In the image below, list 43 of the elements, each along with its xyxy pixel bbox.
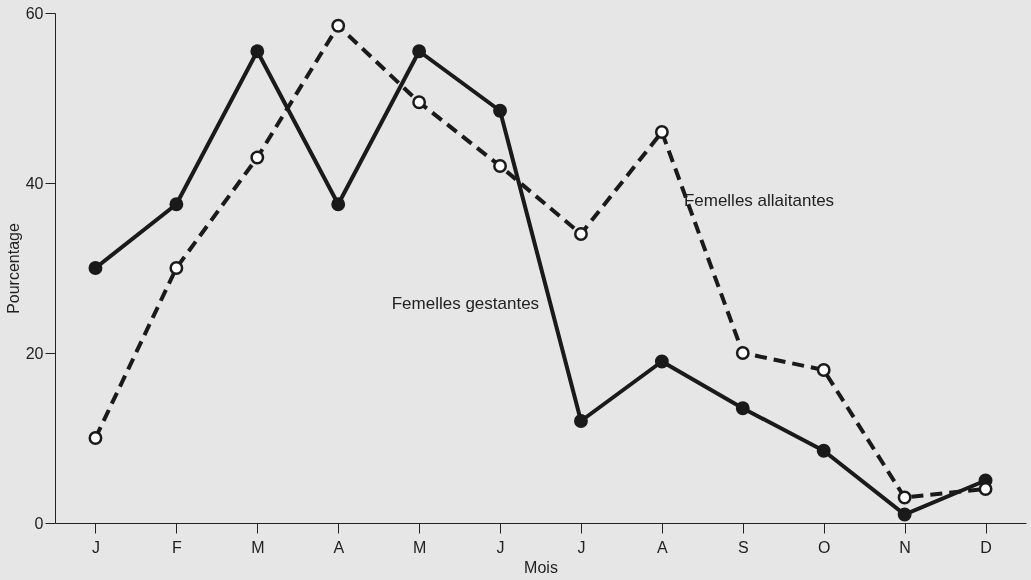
x-tick-label: N bbox=[899, 538, 911, 556]
point bbox=[331, 197, 346, 212]
x-tick-label: A bbox=[657, 538, 669, 556]
point bbox=[978, 482, 993, 496]
point bbox=[816, 443, 831, 458]
point bbox=[654, 354, 669, 369]
point bbox=[250, 150, 265, 165]
x-tick-label: M bbox=[251, 538, 265, 556]
x-tick-label: J bbox=[577, 538, 586, 556]
point bbox=[412, 44, 427, 59]
point bbox=[493, 159, 507, 173]
point bbox=[654, 125, 669, 139]
point bbox=[897, 507, 912, 522]
point bbox=[169, 197, 184, 212]
point bbox=[574, 227, 588, 241]
point bbox=[88, 431, 103, 445]
point bbox=[331, 18, 346, 33]
series-label: Femelles allaitantes bbox=[683, 191, 835, 210]
point bbox=[88, 261, 103, 275]
series-label: Femelles gestantes bbox=[391, 294, 540, 314]
x-tick-label: O bbox=[817, 538, 831, 556]
y-axis-title: Pourcentage bbox=[4, 223, 22, 314]
y-tick-label: 20 bbox=[25, 344, 44, 362]
x-tick-label: A bbox=[333, 538, 345, 556]
x-tick-label: D bbox=[980, 538, 992, 556]
point bbox=[735, 401, 750, 416]
x-axis-title: Mois bbox=[524, 558, 558, 576]
x-tick-label: J bbox=[496, 538, 505, 556]
point bbox=[816, 363, 831, 377]
y-tick-label: 40 bbox=[25, 174, 44, 192]
point bbox=[412, 95, 427, 110]
point bbox=[574, 414, 588, 428]
point bbox=[169, 261, 184, 275]
point bbox=[250, 44, 265, 59]
point bbox=[897, 490, 912, 505]
x-tick-label: M bbox=[412, 538, 427, 556]
point bbox=[493, 103, 507, 118]
point bbox=[735, 346, 750, 360]
x-tick-label: J bbox=[91, 538, 100, 556]
x-tick-label: F bbox=[171, 538, 182, 556]
y-tick-label: 60 bbox=[25, 4, 44, 22]
y-tick-label: 0 bbox=[34, 514, 44, 532]
x-tick-label: S bbox=[737, 538, 749, 556]
